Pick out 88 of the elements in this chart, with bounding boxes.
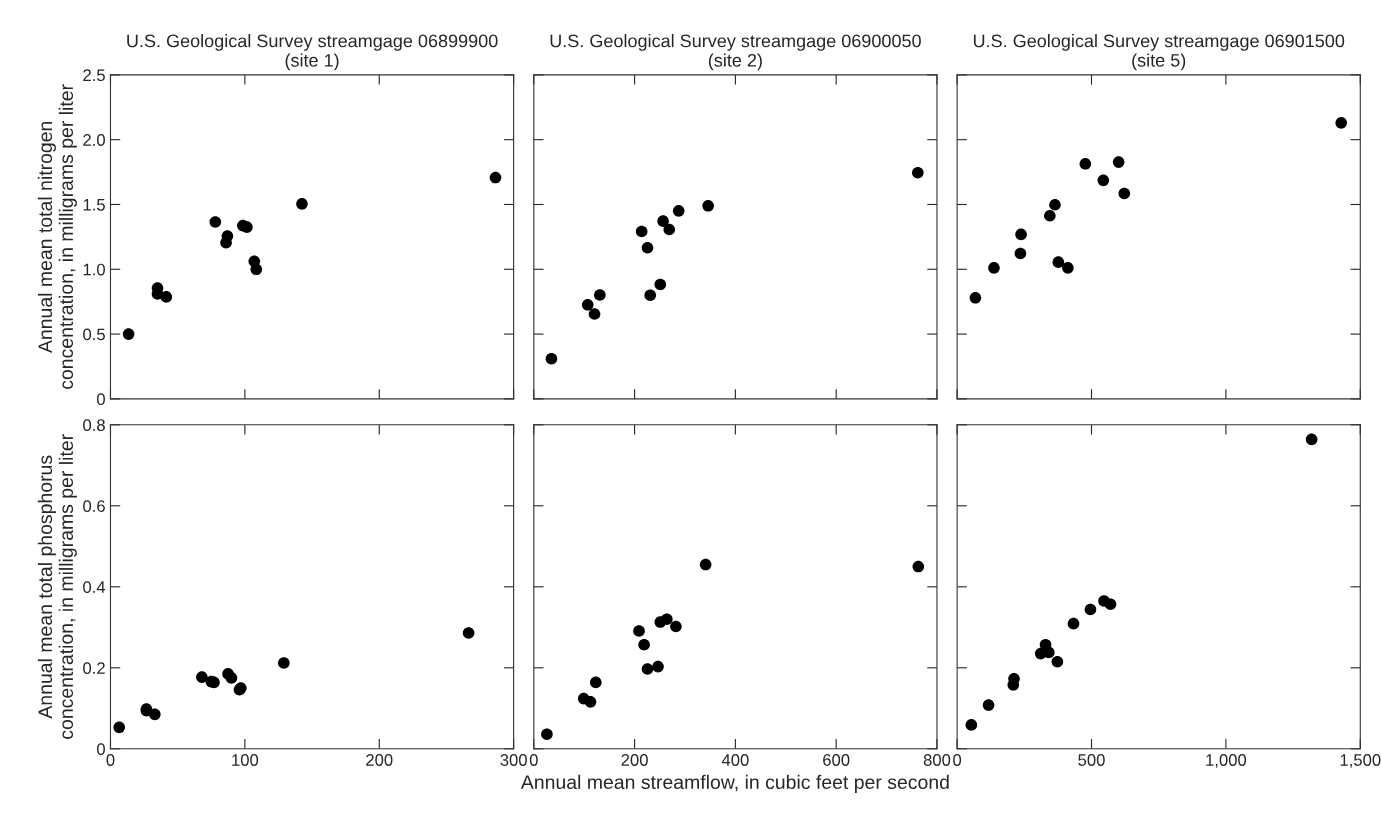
point	[641, 241, 654, 254]
y-tick-label: 1.5	[83, 199, 105, 211]
point	[149, 708, 161, 721]
point	[196, 671, 208, 683]
point	[699, 558, 712, 571]
x-tick-label: 600	[823, 754, 850, 766]
point	[1014, 247, 1027, 260]
point	[209, 216, 222, 228]
point	[661, 613, 673, 626]
x-tick-label: 1,000	[1206, 754, 1247, 768]
x-tick-label: 0	[106, 754, 115, 766]
chart-title: U.S. Geological Survey streamgage 06900050 (site 2)	[550, 34, 921, 71]
x-tick-label: 800	[923, 754, 951, 766]
y-tick-label: 0.4	[83, 581, 106, 593]
point	[241, 221, 253, 233]
chart-title: U.S. Geological Survey streamgage 06899900 (site 1)	[127, 34, 498, 71]
y-tick-label: 1.0	[83, 263, 105, 276]
y-tick-label: 0.6	[83, 500, 105, 512]
point	[541, 728, 553, 741]
point	[250, 263, 263, 276]
point	[1118, 187, 1131, 200]
point	[654, 278, 667, 291]
point	[113, 721, 126, 734]
point	[296, 198, 308, 210]
y-tick-label: 0.5	[83, 328, 105, 341]
point	[225, 672, 238, 684]
point	[1084, 603, 1097, 616]
point	[641, 663, 654, 675]
x-tick-label: 400	[721, 754, 749, 766]
point	[594, 289, 606, 301]
point	[969, 291, 982, 304]
x-tick-label: 0	[953, 754, 962, 766]
point	[1044, 209, 1056, 222]
point	[652, 660, 664, 673]
point	[912, 166, 924, 179]
point	[545, 352, 558, 365]
point	[1051, 655, 1064, 668]
point	[1097, 174, 1110, 187]
point	[581, 298, 594, 311]
point	[635, 225, 648, 238]
point	[638, 638, 650, 651]
point	[633, 625, 645, 637]
y-tick-label: 0	[97, 393, 105, 406]
point	[644, 289, 657, 302]
point	[1052, 256, 1065, 268]
y-axis-title: Annual mean total phosphorus concentration, in milligrams per liter	[37, 434, 77, 739]
point	[1104, 598, 1117, 611]
point	[589, 676, 602, 689]
y-tick-label: 0.8	[83, 419, 105, 431]
y-tick-label: 2.5	[83, 69, 105, 82]
point	[988, 262, 1000, 274]
point	[462, 627, 475, 639]
x-tick-label: 300	[500, 754, 527, 766]
point	[912, 560, 925, 573]
point	[965, 719, 978, 731]
point	[588, 308, 601, 320]
point	[1335, 117, 1348, 129]
y-tick-label: 0	[97, 743, 105, 755]
x-tick-label: 100	[232, 754, 259, 766]
x-tick-label: 1,500	[1340, 754, 1381, 768]
x-tick-label: 0	[529, 754, 538, 766]
point	[278, 657, 290, 669]
point	[663, 223, 676, 236]
y-tick-label: 2.0	[83, 134, 105, 146]
point	[982, 699, 995, 711]
x-tick-label: 500	[1078, 754, 1105, 766]
point	[1305, 433, 1318, 446]
point	[1067, 617, 1080, 630]
point	[160, 291, 173, 303]
point	[1079, 157, 1092, 170]
point	[657, 215, 669, 227]
point	[221, 230, 234, 242]
y-tick-label: 0.2	[83, 662, 105, 674]
point	[1049, 198, 1061, 211]
point	[702, 199, 714, 212]
y-axis-title: Annual mean total nitrogen concentration, in milligrams per liter	[37, 84, 77, 389]
point	[672, 205, 685, 217]
x-tick-label: 200	[366, 754, 393, 766]
point	[670, 620, 682, 633]
x-axis-title: Annual mean streamflow, in cubic feet per second	[520, 774, 949, 793]
point	[122, 328, 135, 340]
point	[1062, 262, 1074, 274]
point	[489, 171, 502, 184]
point	[1015, 228, 1027, 241]
point	[1112, 156, 1125, 168]
x-tick-label: 200	[621, 754, 648, 766]
chart-title: U.S. Geological Survey streamgage 06901500 (site 5)	[973, 34, 1345, 71]
point	[584, 696, 597, 708]
